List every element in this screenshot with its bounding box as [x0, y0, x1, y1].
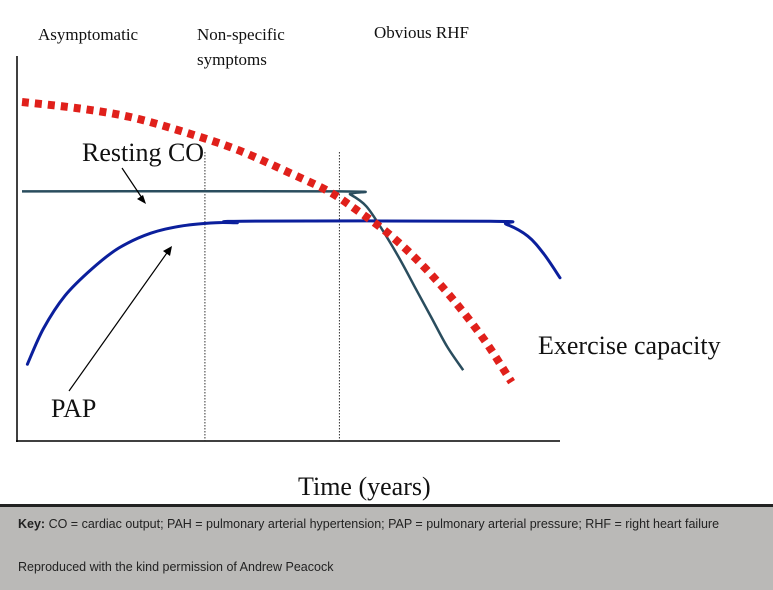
exercise-capacity-label: Exercise capacity	[538, 331, 721, 360]
pap-arrowhead	[163, 246, 172, 256]
pap-label: PAP	[51, 394, 97, 423]
key-label: Key:	[18, 517, 46, 531]
stage-label-non-specific-line1: Non-specific	[197, 25, 285, 44]
stage-label-asymptomatic: Asymptomatic	[38, 25, 139, 44]
credit-text: Reproduced with the kind permission of A…	[18, 560, 334, 574]
stage-label-non-specific-line2: symptoms	[197, 50, 267, 69]
series-line-resting-co	[21, 189, 465, 371]
series-line-pap	[25, 219, 562, 366]
stage-label-obvious-rhf: Obvious RHF	[374, 23, 469, 42]
pap-pointer-arrow	[68, 249, 170, 392]
figure-footer: Key: CO = cardiac output; PAH = pulmonar…	[0, 504, 773, 590]
x-axis-label: Time (years)	[298, 472, 431, 501]
plot-area	[16, 56, 562, 442]
series-line-exercise-capacity	[21, 98, 515, 385]
key-definitions: CO = cardiac output; PAH = pulmonary art…	[48, 517, 720, 531]
resting-co-arrowhead	[137, 195, 146, 204]
pah-progression-diagram: Asymptomatic Non-specific symptoms Obvio…	[16, 23, 721, 501]
key-text: Key: CO = cardiac output; PAH = pulmonar…	[18, 515, 763, 533]
resting-co-label: Resting CO	[82, 138, 205, 167]
resting-co-pointer-arrow	[121, 167, 145, 202]
